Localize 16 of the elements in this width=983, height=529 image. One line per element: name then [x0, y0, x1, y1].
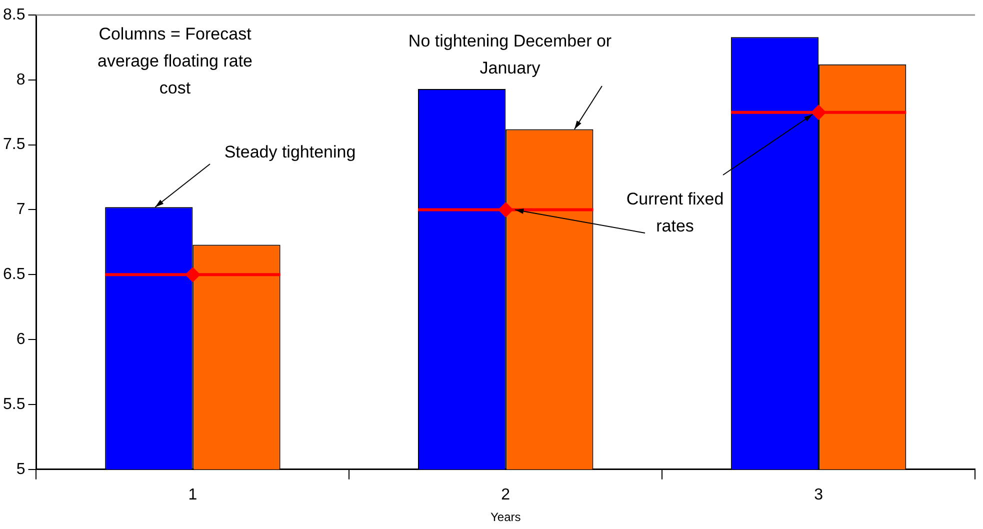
x-tick-label: 3	[814, 486, 824, 504]
y-tick-label: 5	[16, 460, 26, 478]
y-tick-label: 7	[16, 201, 26, 218]
y-tick-label: 6	[16, 330, 26, 348]
annotation: Steady tightening	[224, 142, 356, 162]
y-tick-label: 8.5	[2, 6, 26, 24]
x-tick-label: 1	[188, 486, 198, 504]
x-axis-title: Years	[490, 510, 521, 524]
x-tick-label: 2	[501, 486, 510, 504]
y-tick-label: 8	[16, 71, 26, 88]
annotation: No tightening December or January	[408, 32, 612, 78]
y-tick-label: 7.5	[2, 136, 26, 154]
annotation: Columns = Forecast average floating rate cost	[98, 24, 252, 98]
y-tick-label: 5.5	[2, 396, 26, 413]
y-tick-label: 6.5	[2, 266, 26, 284]
annotation: Current fixed rates	[626, 190, 724, 236]
